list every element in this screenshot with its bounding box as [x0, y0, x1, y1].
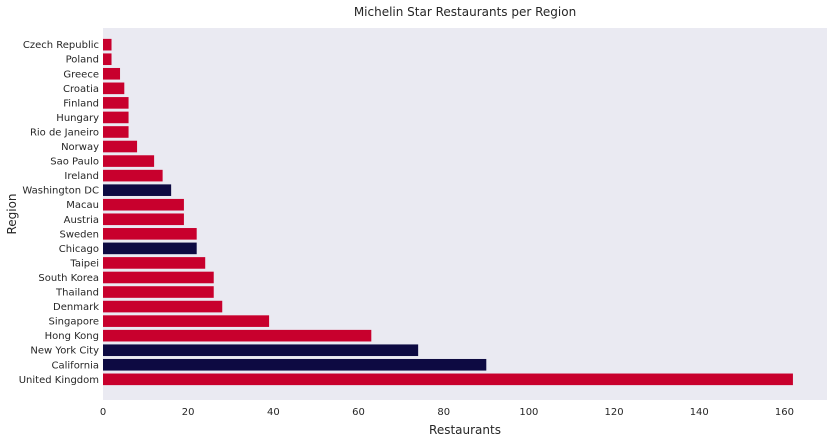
bar-ireland — [103, 169, 163, 182]
y-tick-label: Norway — [61, 142, 99, 153]
bar-south-korea — [103, 271, 214, 284]
x-tick-label: 60 — [352, 407, 365, 418]
x-tick-label: 80 — [437, 407, 450, 418]
y-tick-label: Croatia — [63, 84, 99, 95]
bar-rio-de-janeiro — [103, 126, 129, 138]
y-tick-label: Washington DC — [22, 186, 99, 197]
x-tick-label: 20 — [182, 407, 195, 418]
bar-greece — [103, 67, 121, 80]
y-tick-label: South Korea — [38, 273, 99, 284]
x-tick-label: 0 — [100, 407, 106, 418]
bar-hungary — [103, 111, 129, 124]
bar-macau — [103, 198, 184, 211]
y-tick-label: Poland — [66, 55, 99, 66]
y-tick-label: Rio de Janeiro — [30, 127, 99, 138]
chart-title: Michelin Star Restaurants per Region — [354, 5, 576, 19]
bar-chicago — [103, 242, 197, 255]
y-tick-label: Sweden — [59, 229, 99, 240]
bar-croatia — [103, 82, 125, 95]
y-tick-label: Chicago — [59, 244, 99, 255]
bar-poland — [103, 53, 112, 66]
y-tick-label: United Kingdom — [19, 375, 99, 386]
bar-sweden — [103, 228, 197, 240]
y-tick-label: Taipei — [69, 258, 99, 269]
plot-area — [103, 28, 827, 400]
x-tick-label: 140 — [690, 407, 709, 418]
y-tick-label: Austria — [64, 215, 99, 226]
x-tick-label: 100 — [519, 407, 538, 418]
bar-thailand — [103, 286, 214, 298]
y-tick-label: Thailand — [55, 288, 99, 299]
bar-california — [103, 358, 487, 371]
bar-finland — [103, 97, 129, 109]
y-tick-label: Greece — [63, 69, 99, 80]
bar-czech-republic — [103, 38, 112, 51]
bar-norway — [103, 140, 138, 153]
y-tick-label: Macau — [66, 200, 99, 211]
y-tick-label: Singapore — [49, 317, 99, 328]
bar-austria — [103, 213, 184, 226]
bar-washington-dc — [103, 184, 172, 196]
bar-sao-paulo — [103, 155, 155, 167]
x-axis-label: Restaurants — [429, 423, 501, 437]
bar-new-york-city — [103, 344, 419, 357]
x-tick-label: 120 — [605, 407, 624, 418]
y-tick-label: New York City — [30, 346, 99, 357]
y-tick-label: Czech Republic — [23, 40, 99, 51]
y-tick-label: Hungary — [56, 113, 99, 124]
bar-denmark — [103, 300, 223, 313]
y-tick-label: Sao Paulo — [50, 157, 99, 168]
y-tick-label: Finland — [63, 98, 99, 109]
y-tick-labels: United Kingdom California New York City Hon… — [19, 40, 99, 386]
x-tick-labels: 0 20 40 60 80 100 120 140 160 — [100, 407, 794, 418]
x-tick-label: 40 — [267, 407, 280, 418]
y-tick-label: Hong Kong — [45, 331, 99, 342]
y-tick-label: Ireland — [64, 171, 99, 182]
bars-group — [103, 38, 793, 386]
y-tick-label: Denmark — [53, 302, 99, 313]
bar-hong-kong — [103, 329, 372, 342]
x-tick-label: 160 — [775, 407, 794, 418]
y-axis-label: Region — [5, 193, 19, 234]
bar-united-kingdom — [103, 373, 793, 386]
bar-singapore — [103, 315, 270, 327]
y-tick-label: California — [52, 360, 100, 371]
bar-taipei — [103, 257, 206, 269]
